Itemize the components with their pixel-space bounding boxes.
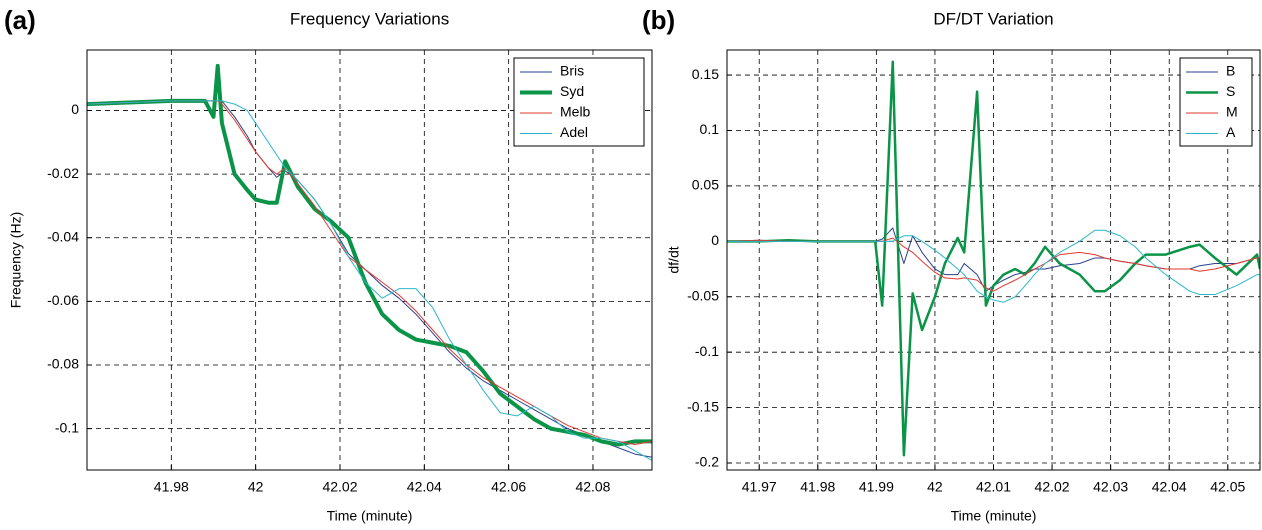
x-tick-label: 42.08 <box>575 479 610 495</box>
chart-title: DF/DT Variation <box>933 9 1053 28</box>
x-tick-label: 42 <box>927 479 943 495</box>
plot-frame <box>86 49 653 471</box>
y-tick-label: -0.2 <box>695 454 719 470</box>
y-tick-label: -0.08 <box>47 356 79 372</box>
x-tick-label: 42.01 <box>976 479 1011 495</box>
x-tick-label: 42.04 <box>407 479 442 495</box>
legend-label: Adel <box>560 124 588 140</box>
x-tick-label: 42.04 <box>1152 479 1187 495</box>
series-line <box>87 100 652 458</box>
legend-label: S <box>1226 83 1235 99</box>
x-tick-label: 42.02 <box>322 479 357 495</box>
x-tick-label: 42 <box>248 479 264 495</box>
y-axis-label: df/dt <box>666 246 682 273</box>
x-tick-label: 41.98 <box>800 479 835 495</box>
y-tick-label: -0.1 <box>695 343 719 359</box>
x-axis-label: Time (minute) <box>327 508 413 524</box>
x-tick-label: 41.99 <box>859 479 894 495</box>
x-tick-label: 41.97 <box>742 479 777 495</box>
chart-title: Frequency Variations <box>290 9 449 28</box>
plot-frame <box>726 49 1261 471</box>
y-tick-label: -0.05 <box>687 287 719 303</box>
y-tick-label: -0.1 <box>55 419 79 435</box>
x-tick-label: 41.98 <box>154 479 189 495</box>
legend-label: Melb <box>560 104 591 120</box>
panel: (b) DF/DT Variation Time (minute) df/dt 41.9… <box>642 5 1261 524</box>
series-line <box>727 60 1260 457</box>
y-tick-label: -0.02 <box>47 165 79 181</box>
x-tick-label: 42.03 <box>1093 479 1128 495</box>
series-line <box>87 100 652 446</box>
series-line <box>87 100 652 461</box>
y-axis-label: Frequency (Hz) <box>8 212 24 308</box>
legend-label: M <box>1226 104 1238 120</box>
x-tick-label: 42.06 <box>491 479 526 495</box>
y-tick-label: -0.04 <box>47 228 79 244</box>
legend-label: Bris <box>560 63 584 79</box>
y-tick-label: 0.05 <box>692 177 719 193</box>
legend-box <box>513 57 645 147</box>
y-tick-label: -0.15 <box>687 398 719 414</box>
y-tick-label: 0.15 <box>692 66 719 82</box>
y-tick-label: 0.1 <box>700 121 720 137</box>
series-line <box>727 229 1260 303</box>
x-axis-label: Time (minute) <box>951 508 1037 524</box>
x-tick-label: 42.02 <box>1035 479 1070 495</box>
panel: (a) Frequency Variations Time (minute) Freq… <box>4 5 653 524</box>
y-tick-label: 0 <box>711 232 719 248</box>
y-tick-label: -0.06 <box>47 292 79 308</box>
y-tick-label: 0 <box>71 101 79 117</box>
series-line <box>727 237 1260 292</box>
legend-label: A <box>1226 124 1236 140</box>
x-tick-label: 42.05 <box>1210 479 1245 495</box>
legend-label: Syd <box>560 83 584 99</box>
legend-label: B <box>1226 63 1235 79</box>
panel-label: (a) <box>4 5 36 35</box>
legend-box <box>1179 57 1253 147</box>
panel-label: (b) <box>642 5 675 35</box>
